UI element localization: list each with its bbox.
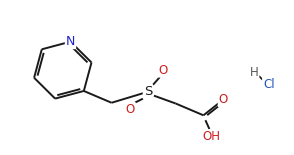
- Text: O: O: [158, 64, 168, 77]
- Text: H: H: [250, 66, 258, 79]
- Text: O: O: [219, 93, 228, 106]
- Text: O: O: [126, 103, 135, 116]
- Text: OH: OH: [202, 130, 220, 143]
- Text: S: S: [144, 85, 152, 98]
- Text: Cl: Cl: [263, 78, 275, 91]
- Text: N: N: [66, 35, 75, 48]
